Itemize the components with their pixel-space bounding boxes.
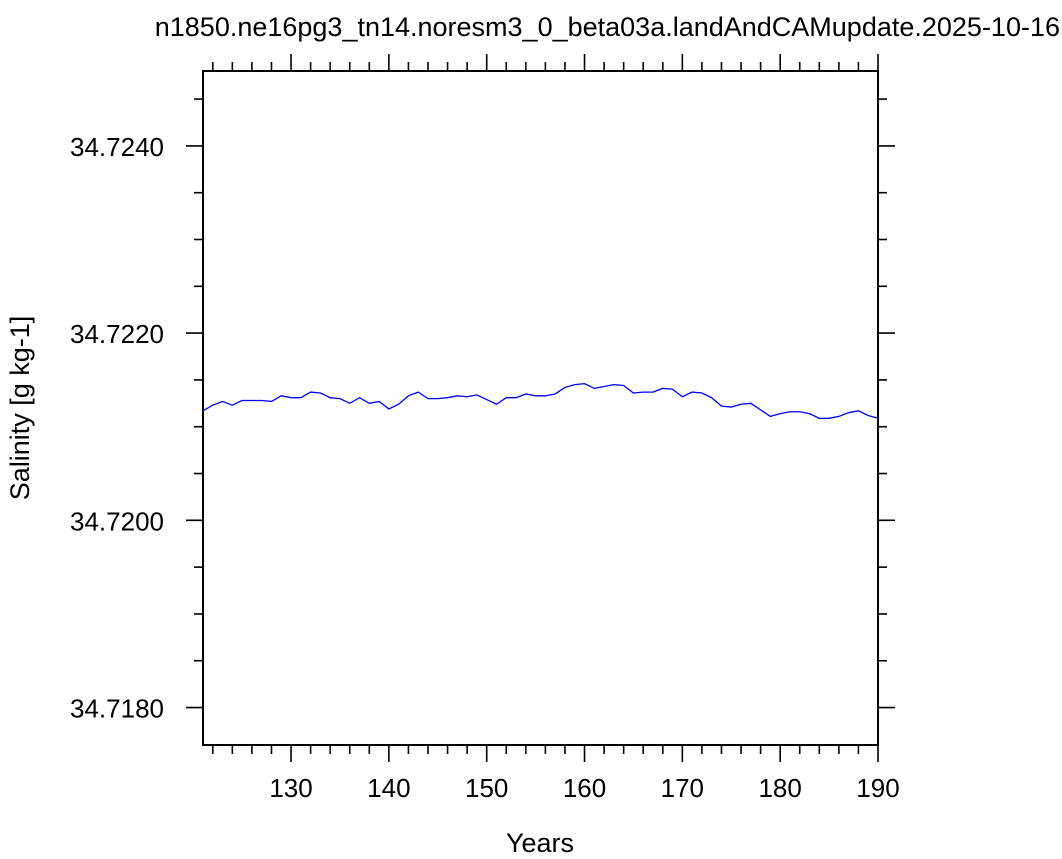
x-tick-label: 190: [856, 773, 899, 803]
x-tick-label: 170: [661, 773, 704, 803]
y-tick-label: 34.7220: [70, 319, 164, 349]
x-tick-label: 150: [465, 773, 508, 803]
y-axis-label: Salinity [g kg-1]: [5, 316, 35, 501]
plot-area: 130 140 150 160 170 180 190 34.7180 34.7200 34.72…: [70, 54, 900, 803]
x-tick-label: 160: [563, 773, 606, 803]
chart-title: n1850.ne16pg3_tn14.noresm3_0_beta03a.lan…: [155, 12, 1060, 42]
y-tick-label: 34.7200: [70, 506, 164, 536]
x-tick-label: 140: [367, 773, 410, 803]
tick-labels: 130 140 150 160 170 180 190 34.7180 34.7200 34.72…: [70, 132, 900, 803]
y-tick-label: 34.7240: [70, 132, 164, 162]
series-line-salinity: [202, 382, 879, 419]
x-tick-label: 130: [269, 773, 312, 803]
x-tick-label: 180: [758, 773, 801, 803]
x-axis-label: Years: [506, 828, 574, 858]
plot-frame: [202, 70, 879, 746]
axis-ticks: [186, 54, 895, 762]
y-tick-label: 34.7180: [70, 694, 164, 724]
